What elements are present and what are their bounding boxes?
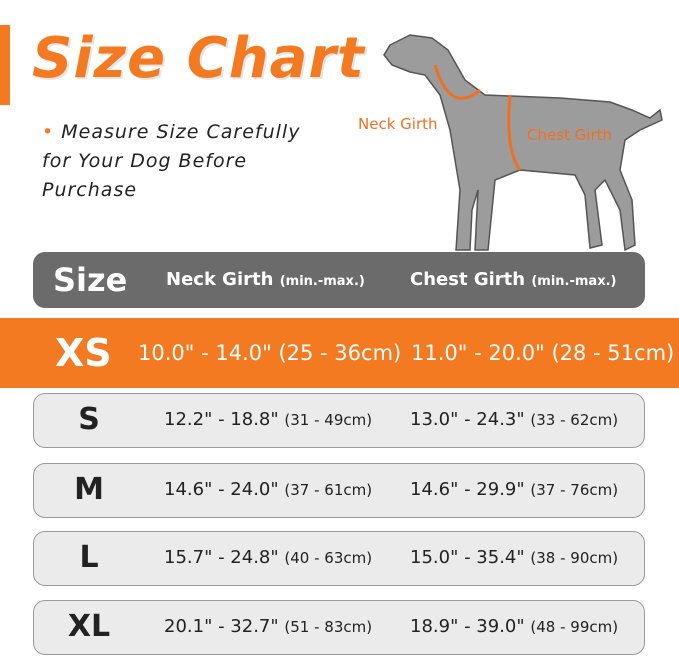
table-row-l: L 15.7" - 24.8" (40 - 63cm) 15.0" - 35.4… — [33, 531, 645, 586]
chest-girth-label: Chest Girth — [527, 126, 613, 144]
measure-note: • Measure Size Carefully for Your Dog Be… — [42, 121, 301, 201]
table-row-s: S 12.2" - 18.8" (31 - 49cm) 13.0" - 24.3… — [33, 393, 645, 448]
table-row-m: M 14.6" - 24.0" (37 - 61cm) 14.6" - 29.9… — [33, 463, 645, 518]
table-header: Size Neck Girth (min.-max.) Chest Girth … — [33, 252, 645, 308]
table-row-xl: XL 20.1" - 32.7" (51 - 83cm) 18.9" - 39.… — [33, 600, 645, 655]
neck-girth-label: Neck Girth — [358, 115, 438, 133]
dog-silhouette-icon — [383, 34, 663, 252]
table-row-xs: XS 10.0" - 14.0" (25 - 36cm) 11.0" - 20.… — [0, 318, 679, 388]
accent-bar — [0, 25, 10, 105]
page-title: Size Chart — [32, 26, 365, 91]
